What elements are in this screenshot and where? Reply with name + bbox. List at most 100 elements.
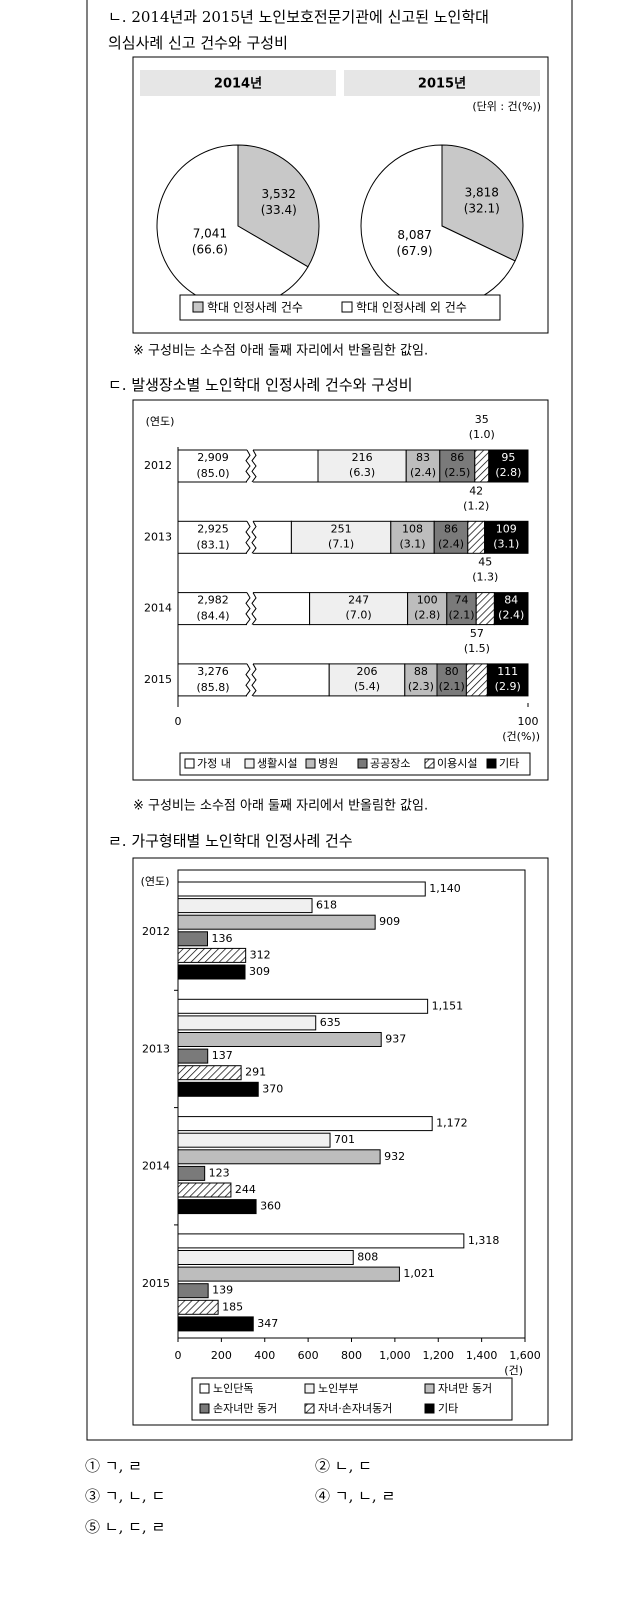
axis-label: (건(%)): [502, 730, 540, 743]
x-tick-label: 0: [175, 1349, 182, 1362]
data-label: 136: [211, 932, 232, 945]
data-label: 45: [478, 556, 492, 569]
data-label: (32.1): [464, 201, 500, 215]
legend-swatch: [304, 1383, 315, 1394]
data-label: 291: [245, 1066, 266, 1079]
data-label: (2.9): [495, 680, 521, 693]
legend-box: [179, 294, 501, 321]
answer-option: ⑤ ㄴ, ㄷ, ㄹ: [85, 1518, 165, 1536]
data-label: 1,172: [436, 1117, 468, 1130]
data-label: 137: [212, 1049, 233, 1062]
bar: [177, 1032, 382, 1047]
bar: [177, 947, 247, 963]
bar: [177, 1316, 254, 1332]
data-label: 84: [504, 594, 518, 607]
bar: [177, 1132, 331, 1148]
data-label: 1,318: [468, 1234, 500, 1247]
data-label: (2.4): [498, 609, 524, 622]
data-label: 3,532: [262, 187, 296, 201]
data-label: 909: [379, 915, 400, 928]
bar-segment: [328, 663, 406, 697]
axis-break-line: [251, 521, 257, 554]
data-label: (1.5): [464, 642, 490, 655]
bar-segment: [465, 663, 488, 697]
legend-label: 자녀·손자녀동거: [318, 1402, 392, 1415]
bar-segment: [488, 449, 529, 483]
answer-option: ④ ㄱ, ㄴ, ㄹ: [315, 1487, 395, 1505]
data-label: (2.4): [438, 537, 464, 550]
data-label: (1.3): [472, 571, 498, 584]
data-label: 635: [320, 1016, 341, 1029]
data-label: (7.1): [328, 537, 354, 550]
data-label: (1.0): [469, 428, 495, 441]
legend-label: 자녀만 동거: [438, 1382, 492, 1395]
pie-title: 2014년: [214, 77, 262, 92]
pie-slice: [237, 144, 320, 268]
data-label: 1,021: [403, 1267, 435, 1280]
data-label: (66.6): [192, 243, 228, 257]
legend-label: 이용시설: [437, 757, 477, 770]
legend-label: 학대 인정사례 외 건수: [356, 301, 467, 315]
data-label: 3,818: [465, 185, 499, 199]
axis-label: (건): [504, 1364, 523, 1377]
data-label: (1.2): [463, 499, 489, 512]
x-tick-label: 1,400: [466, 1349, 498, 1362]
data-label: 139: [212, 1284, 233, 1297]
heading: ㄴ. 2014년과 2015년 노인보호전문기관에 신고된 노인학대: [108, 8, 489, 26]
x-tick-label: 1,000: [379, 1349, 411, 1362]
bar-segment: [439, 449, 476, 483]
legend-label: 생활시설: [257, 756, 297, 770]
bar: [177, 1165, 206, 1181]
x-tick-label: 200: [211, 1349, 232, 1362]
legend-swatch: [244, 758, 255, 769]
bar-segment: [404, 663, 438, 697]
x-tick-label: 400: [254, 1349, 275, 1362]
bar: [177, 1065, 242, 1081]
legend-swatch: [305, 758, 316, 769]
legend-label: 학대 인정사례 건수: [207, 301, 303, 315]
data-label: 7,041: [193, 227, 227, 241]
bar: [177, 964, 246, 980]
data-label: 74: [455, 594, 469, 607]
data-label: 2,982: [197, 594, 229, 607]
bar-segment: [407, 592, 448, 626]
data-label: 185: [222, 1300, 243, 1313]
bar: [177, 931, 208, 947]
data-label: (83.1): [196, 538, 229, 551]
data-label: 109: [496, 522, 517, 535]
data-label: 932: [384, 1150, 405, 1163]
data-label: (2.1): [448, 609, 474, 622]
x-tick-label: 1,600: [509, 1349, 541, 1362]
bar: [177, 1199, 257, 1215]
heading: ㄹ. 가구형태별 노인학대 인정사례 건수: [108, 832, 353, 850]
pie-title: 2015년: [418, 77, 466, 92]
bar-segment: [486, 663, 529, 697]
bar-segment: [436, 663, 467, 697]
y-tick-label: 2012: [142, 925, 170, 938]
legend-label: 기타: [499, 757, 519, 770]
x-tick-label: 1,200: [423, 1349, 455, 1362]
y-tick-label: 2013: [144, 530, 172, 543]
data-label: 247: [348, 594, 369, 607]
axis-break-line: [245, 592, 251, 625]
bar-segment: [484, 520, 529, 554]
legend-swatch: [486, 758, 497, 769]
bar-segment: [177, 520, 292, 554]
pie-header: [344, 70, 540, 96]
data-label: 3,276: [197, 665, 229, 678]
note: ※ 구성비는 소수점 아래 둘째 자리에서 반올림한 값임.: [133, 344, 428, 359]
data-label: 206: [357, 665, 378, 678]
y-tick-label: 2012: [144, 459, 172, 472]
data-label: 95: [501, 451, 515, 464]
data-label: 108: [402, 522, 423, 535]
answer-option: ① ㄱ, ㄹ: [85, 1457, 142, 1475]
x-tick-label: 0: [175, 715, 182, 728]
axis-break-line: [251, 663, 257, 697]
bar: [177, 914, 376, 930]
bar: [177, 1116, 433, 1132]
data-label: (3.1): [493, 537, 519, 550]
data-label: 808: [357, 1251, 378, 1264]
bar: [177, 1266, 400, 1282]
data-label: (5.4): [354, 680, 380, 693]
unit-label: (단위 : 건(%)): [472, 100, 541, 113]
